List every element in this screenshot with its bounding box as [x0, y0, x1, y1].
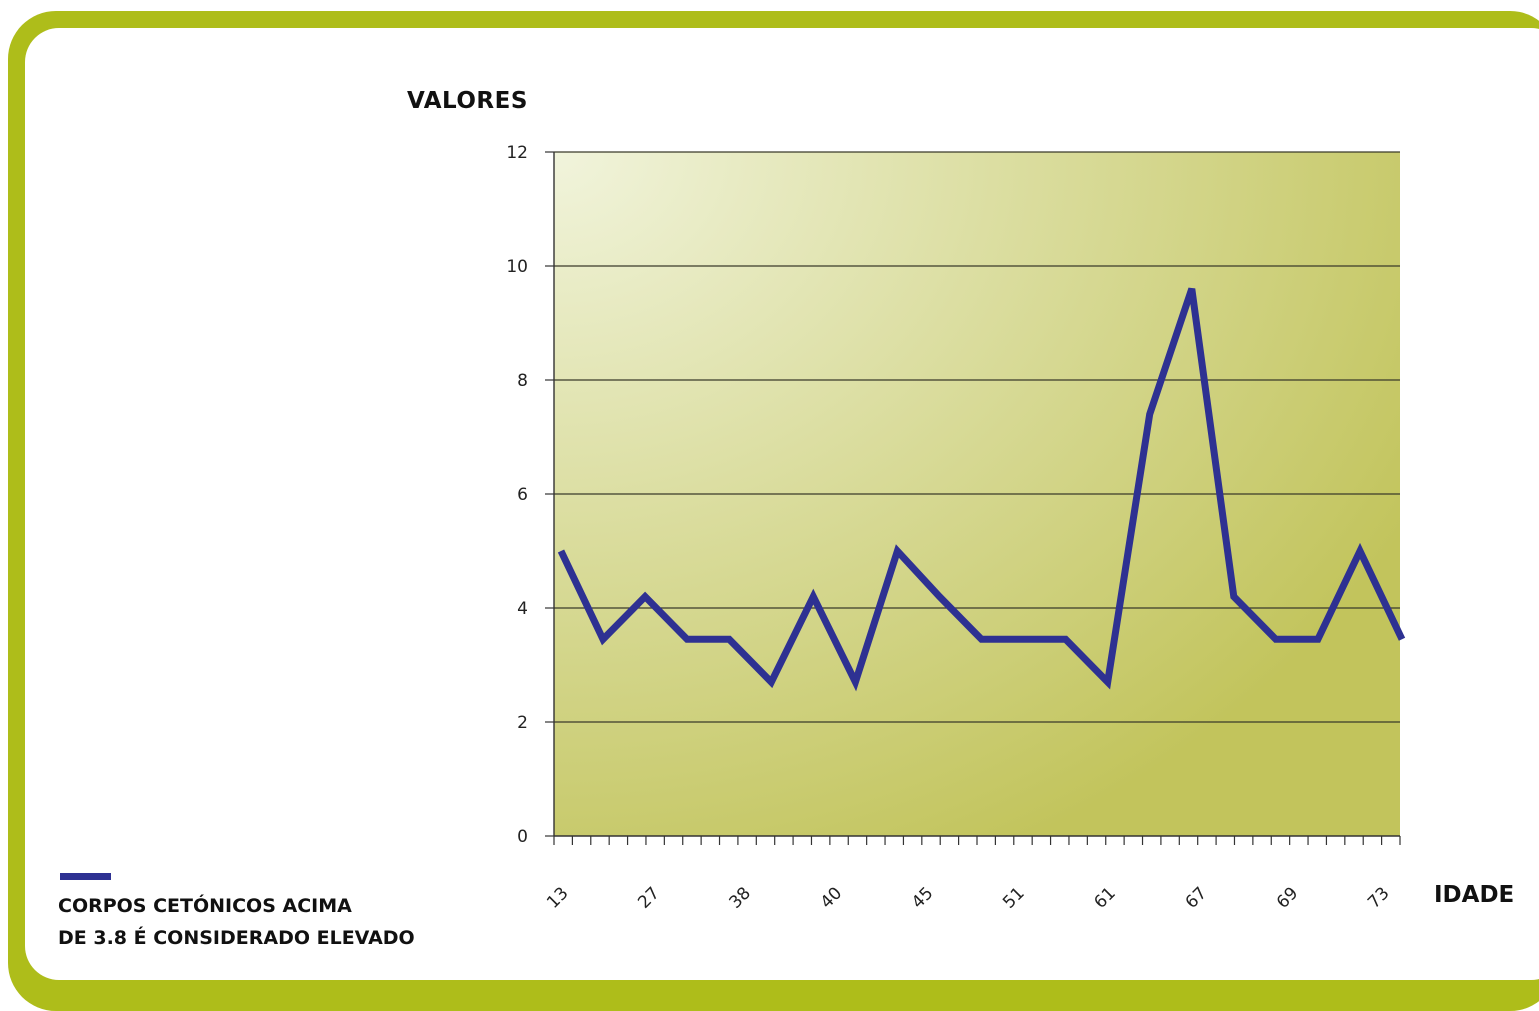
y-tick-label: 2 — [517, 713, 528, 733]
x-tick-label: 51 — [999, 883, 1028, 912]
x-tick-label: 38 — [726, 883, 755, 912]
x-tick-label: 61 — [1090, 883, 1119, 912]
x-tick-label: 40 — [817, 883, 846, 912]
x-tick-label: 73 — [1364, 883, 1393, 912]
x-tick-label: 13 — [543, 883, 572, 912]
y-tick-labels: 0 2 4 6 8 10 12 — [506, 143, 528, 847]
y-tick-label: 8 — [517, 371, 528, 391]
y-tick-label: 10 — [506, 257, 528, 277]
x-tick-label: 45 — [908, 883, 937, 912]
y-tick-label: 4 — [517, 599, 528, 619]
y-tick-label: 0 — [517, 827, 528, 847]
y-tick-label: 12 — [506, 143, 528, 163]
x-tick-label: 69 — [1273, 883, 1302, 912]
y-tick-label: 6 — [517, 485, 528, 505]
x-tick-labels: 13 27 38 40 45 51 61 67 69 73 — [543, 883, 1393, 912]
x-tick-label: 67 — [1182, 883, 1211, 912]
x-tick-label: 27 — [634, 883, 663, 912]
